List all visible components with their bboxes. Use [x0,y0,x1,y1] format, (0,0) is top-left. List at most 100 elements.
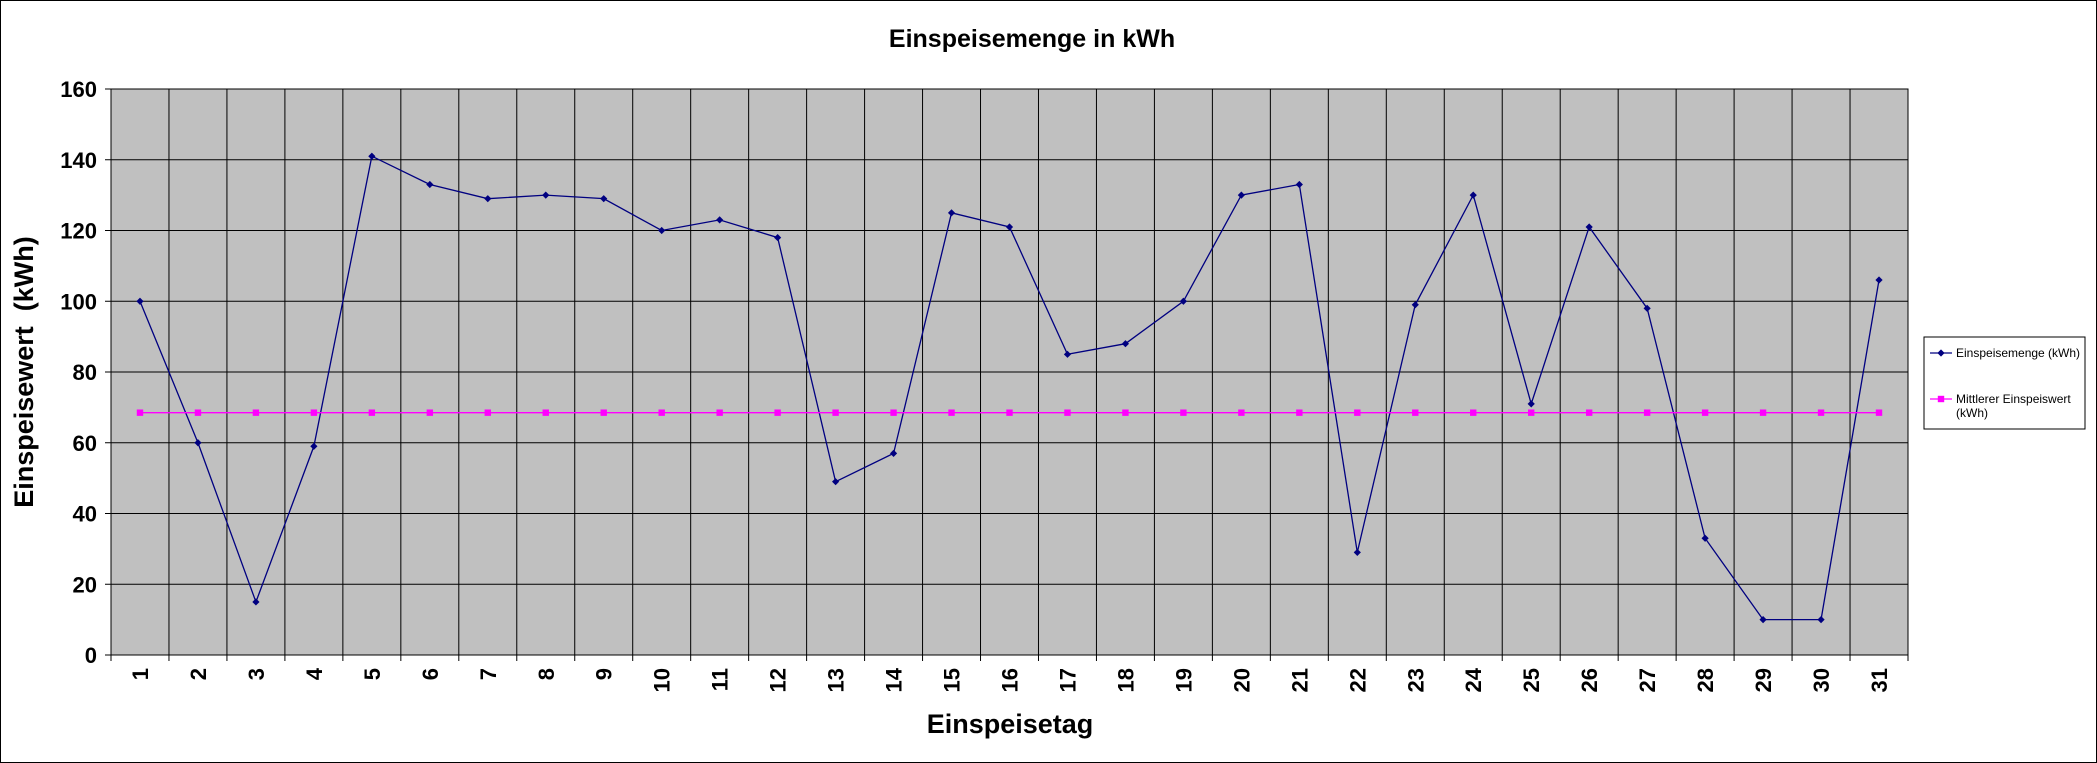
legend-marker [1937,395,1945,403]
data-point [1875,276,1883,284]
data-point [832,409,839,416]
data-point [194,439,202,447]
data-point [1817,409,1825,416]
y-tick-label: 60 [73,431,97,456]
y-axis-title: Einspeisewert (kWh) [9,236,39,508]
x-tick-label: 31 [1867,668,1892,692]
data-point [368,409,376,416]
data-point [1528,409,1535,416]
x-tick-label: 23 [1403,668,1428,692]
data-point [252,409,260,416]
y-axis: 0 20 40 60 80 100 120 140 160 [60,77,111,668]
x-tick-label: 15 [940,668,965,692]
x-tick-label: 20 [1229,668,1254,692]
data-point [310,409,318,416]
x-tick-label: 11 [708,668,733,691]
data-point [136,297,144,305]
data-point [1179,297,1188,305]
data-point [1122,409,1129,416]
y-tick-label: 20 [73,572,97,597]
data-point [1237,191,1245,199]
data-point [310,442,318,450]
y-tick-label: 40 [73,502,97,527]
data-point [484,195,492,203]
data-point [1701,534,1709,542]
data-point [658,226,666,235]
data-point [1817,616,1825,624]
x-tick-label: 24 [1461,667,1486,692]
x-axis: 1 2 3 4 5 6 7 8 9 10 11 12 13 14 15 16 17 18 19 20 21 22 23 24 2… [110,655,1909,692]
data-point [484,409,491,416]
x-tick-label: 30 [1809,668,1834,692]
data-point [1585,223,1593,231]
legend-marker [1937,349,1945,357]
data-point [716,216,724,224]
legend-label: Einspeisemenge (kWh) [1956,346,2080,360]
x-tick-label: 6 [418,668,443,680]
data-point [1295,180,1303,189]
data-point [1006,409,1013,416]
x-tick-label: 12 [766,668,791,692]
data-point [658,409,665,416]
data-point [1238,409,1245,416]
data-point [1005,223,1014,231]
data-point [774,233,782,242]
x-tick-label: 5 [360,668,385,680]
data-point [600,195,608,203]
data-point [1411,301,1419,309]
x-tick-label: 13 [824,668,849,692]
data-point [831,478,840,486]
data-point [542,191,550,199]
x-tick-label: 1 [128,668,153,680]
data-point [1121,340,1130,348]
data-point [1701,409,1709,416]
data-point [368,152,376,160]
data-point [194,409,202,416]
data-point [1354,409,1361,416]
data-point [252,598,260,606]
x-tick-label: 14 [882,667,907,692]
data-point [1527,400,1535,408]
data-point [1469,191,1477,199]
legend-label: Mittlerer Einspeiswert (kWh) [1956,392,2071,420]
x-tick-label: 3 [244,668,269,680]
series-1 [136,152,1883,624]
x-tick-label: 4 [302,667,327,680]
data-point [774,409,781,416]
data-point [947,209,956,217]
y-tick-label: 160 [60,77,97,102]
x-tick-label: 22 [1345,668,1370,692]
y-tick-label: 80 [73,360,97,385]
data-point [1585,409,1593,416]
x-tick-label: 25 [1519,668,1544,692]
data-point [426,180,434,189]
x-tick-label: 29 [1751,668,1776,692]
data-point [1063,350,1072,358]
data-point [1643,409,1651,416]
data-point [1412,409,1419,416]
legend-box [1923,336,2086,430]
data-point [889,449,898,457]
x-tick-label: 17 [1055,668,1080,692]
x-tick-label: 9 [592,668,617,680]
data-point [716,409,723,416]
data-point [1180,409,1187,416]
data-point [136,409,144,416]
data-point [542,409,549,416]
chart-title: Einspeisemenge in kWh [889,25,1175,53]
data-point [1643,304,1651,312]
y-tick-label: 140 [60,148,97,173]
data-point [890,409,897,416]
series-lines [136,152,1883,624]
legend: Einspeisemenge (kWh) Mittlerer Einspeiswe… [1923,336,2086,430]
data-point [1470,409,1477,416]
x-tick-label: 10 [650,668,675,692]
data-point [1353,548,1361,557]
data-point [1759,616,1767,624]
data-point [426,409,434,416]
data-point [1759,409,1767,416]
series-2 [136,409,1883,416]
data-point [1296,409,1303,416]
x-tick-label: 16 [998,668,1023,692]
